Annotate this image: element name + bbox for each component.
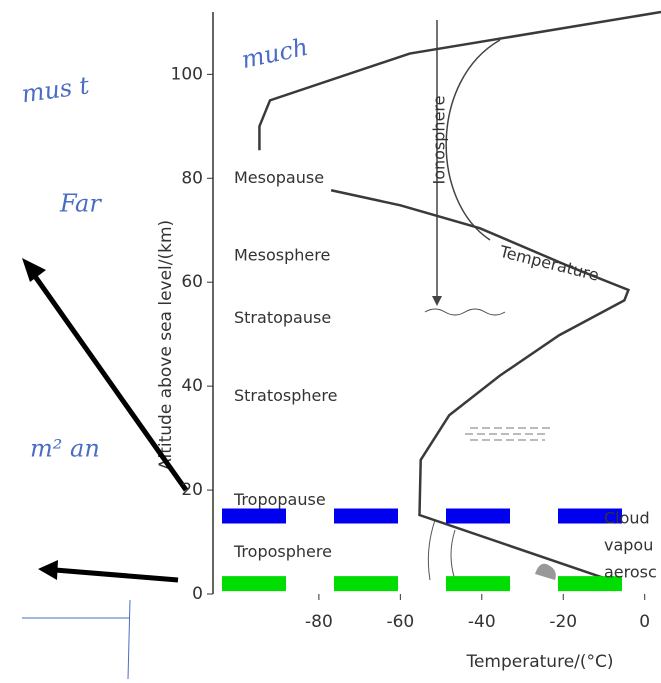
x-tick-label: -20 — [549, 612, 577, 632]
y-axis-label: Altitude above sea level/(km) — [156, 220, 176, 470]
handwriting-stroke — [128, 600, 130, 679]
layer-label: Mesosphere — [234, 246, 330, 265]
y-tick-label: 40 — [181, 376, 203, 396]
y-tick-label: 60 — [181, 272, 203, 292]
x-tick-label: -60 — [386, 612, 414, 632]
side-label: aerosc — [604, 563, 657, 582]
x-tick-label: 0 — [639, 612, 650, 632]
handwriting: much — [239, 33, 310, 74]
y-tick-label: 80 — [181, 168, 203, 188]
layer-label: Mesopause — [234, 168, 324, 187]
wave-symbol — [425, 309, 505, 315]
chart: Temperature/(°C) Altitude above sea leve… — [0, 0, 661, 679]
cloud-icon — [535, 564, 556, 580]
handwriting: mus t — [20, 71, 91, 108]
y-tick-label: 100 — [171, 64, 203, 84]
side-label: Cloud — [604, 509, 650, 528]
arrow-head — [38, 560, 58, 580]
ionosphere-boundary — [446, 40, 500, 240]
y-tick-label: 0 — [192, 584, 203, 604]
layer-label: Tropopause — [233, 490, 326, 509]
layer-label: Stratopause — [234, 308, 331, 327]
handwriting: Far — [59, 190, 102, 218]
handwriting: m² an — [30, 435, 100, 463]
x-axis-label: Temperature/(°C) — [465, 652, 613, 672]
arrow-head — [22, 258, 46, 282]
cloud-shape — [428, 520, 455, 580]
arrow-head — [432, 296, 442, 306]
x-tick-label: -80 — [305, 612, 333, 632]
side-label: vapou — [604, 536, 653, 555]
cloud-hatch — [465, 428, 550, 440]
x-tick-label: -40 — [468, 612, 496, 632]
annotation-arrow — [55, 570, 178, 580]
layer-label: Stratosphere — [234, 386, 337, 405]
y-tick-label: 20 — [181, 480, 203, 500]
layer-label: Troposphere — [233, 542, 332, 561]
series-label: Temperature — [497, 242, 601, 285]
region-label: Ionosphere — [430, 96, 449, 185]
